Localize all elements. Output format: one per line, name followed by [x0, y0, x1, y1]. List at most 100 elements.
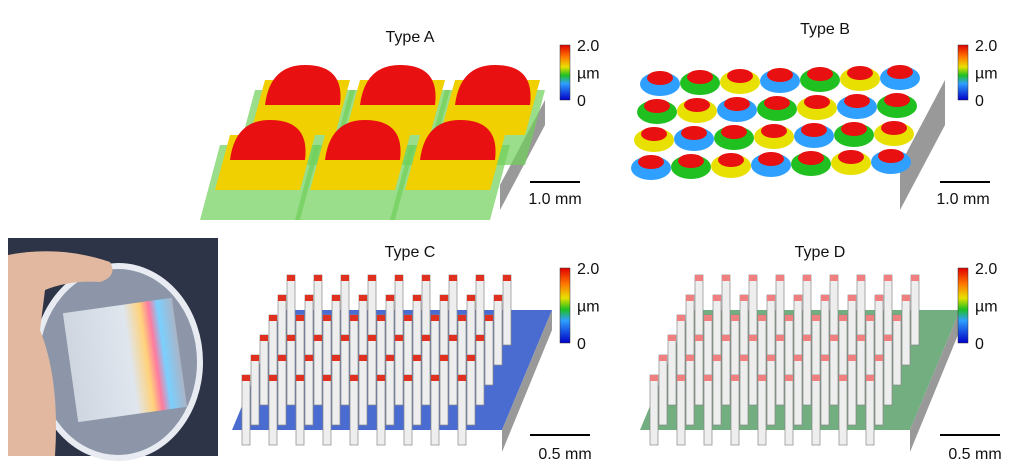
pillar-top	[449, 335, 457, 341]
pillar-top	[857, 275, 865, 281]
surface-bump	[641, 127, 667, 141]
pillar-top	[305, 355, 313, 361]
pillar-top	[314, 275, 322, 281]
pillar	[731, 315, 739, 385]
pillar	[287, 335, 295, 405]
pillar	[830, 335, 838, 405]
pillar-top	[767, 295, 775, 301]
pillar	[251, 355, 259, 425]
colorbar-unit: µm	[577, 66, 600, 83]
pillar-top	[323, 375, 331, 381]
pillar	[494, 295, 502, 365]
pillar-top	[740, 295, 748, 301]
pillar-top	[350, 375, 358, 381]
pillar-top	[884, 335, 892, 341]
pillar	[866, 375, 874, 445]
pillar	[731, 375, 739, 445]
surface-bump	[804, 95, 830, 109]
surface-bump	[801, 123, 827, 137]
pillar	[686, 295, 694, 365]
surface-bump	[761, 124, 787, 138]
pillar-top	[740, 355, 748, 361]
pillar	[260, 335, 268, 405]
pillar-top	[440, 355, 448, 361]
pillar	[413, 355, 421, 425]
pillar-top	[767, 355, 775, 361]
pillar-top	[413, 355, 421, 361]
colorbar-max: 2.0	[577, 261, 599, 278]
pillar	[677, 375, 685, 445]
pillar	[404, 315, 412, 385]
figure: Type A2.0µm01.0 mmType B2.0µm01.0 mmType…	[0, 0, 1026, 461]
pillar	[296, 315, 304, 385]
pillar	[413, 295, 421, 365]
pillar	[278, 355, 286, 425]
pillar	[677, 315, 685, 385]
pillar	[377, 315, 385, 385]
colorbar-min: 0	[975, 93, 984, 110]
pillar	[341, 275, 349, 345]
pillar	[704, 375, 712, 445]
pillar-top	[260, 335, 268, 341]
pillar-top	[866, 315, 874, 321]
panel-title: Type A	[386, 29, 435, 46]
pillar-top	[677, 315, 685, 321]
pillar-top	[440, 295, 448, 301]
pillar	[911, 275, 919, 345]
pillar	[722, 335, 730, 405]
pillar-top	[839, 375, 847, 381]
pillar	[242, 375, 250, 445]
pillar	[767, 355, 775, 425]
pillar-top	[305, 295, 313, 301]
pillar	[713, 295, 721, 365]
pillar	[740, 355, 748, 425]
pillar	[476, 275, 484, 345]
pillar-top	[722, 335, 730, 341]
pillar	[386, 295, 394, 365]
surface-bump	[764, 96, 790, 110]
pillar-top	[704, 315, 712, 321]
pillar	[875, 355, 883, 425]
pillar-top	[677, 375, 685, 381]
surface-bump	[647, 71, 673, 85]
pillar-top	[431, 315, 439, 321]
pillar-top	[341, 275, 349, 281]
pillar-top	[731, 375, 739, 381]
pillar	[368, 275, 376, 345]
surface-bump	[841, 122, 867, 136]
pillar-top	[467, 295, 475, 301]
surface-bump	[878, 149, 904, 163]
pillar	[395, 275, 403, 345]
pillar	[341, 335, 349, 405]
pillar	[767, 295, 775, 365]
pillar-top	[278, 295, 286, 301]
pillar-top	[776, 335, 784, 341]
pillar	[269, 375, 277, 445]
surface-top	[265, 65, 341, 105]
surface-bump	[687, 70, 713, 84]
pillar	[893, 315, 901, 385]
pillar-top	[785, 375, 793, 381]
pillar-top	[776, 275, 784, 281]
pillar	[848, 355, 856, 425]
colorbar-max: 2.0	[577, 38, 599, 55]
pillar	[449, 335, 457, 405]
panel-title: Type C	[385, 244, 436, 261]
surface-bump	[798, 151, 824, 165]
pillar	[659, 355, 667, 425]
pillar-top	[476, 275, 484, 281]
pillar	[740, 295, 748, 365]
pillar-top	[731, 315, 739, 321]
pillar	[650, 375, 658, 445]
pillar	[821, 295, 829, 365]
pillar	[323, 315, 331, 385]
pillar-top	[875, 295, 883, 301]
surface-bump	[767, 68, 793, 82]
pillar-top	[821, 355, 829, 361]
pillar-top	[458, 375, 466, 381]
colorbar	[560, 45, 570, 100]
pillar	[422, 275, 430, 345]
pillar	[803, 335, 811, 405]
surface-bump	[847, 66, 873, 80]
pillar	[350, 315, 358, 385]
